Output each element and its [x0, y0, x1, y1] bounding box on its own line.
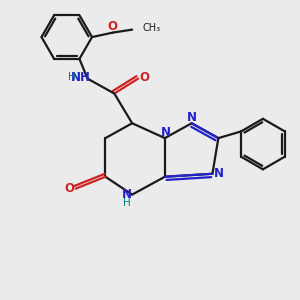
Text: O: O: [64, 182, 74, 195]
Text: N: N: [160, 126, 170, 139]
Text: O: O: [108, 20, 118, 33]
Text: H: H: [123, 198, 131, 208]
Text: O: O: [140, 71, 150, 84]
Text: NH: NH: [71, 71, 91, 84]
Text: N: N: [187, 111, 197, 124]
Text: N: N: [214, 167, 224, 180]
Text: CH₃: CH₃: [142, 23, 161, 33]
Text: N: N: [122, 188, 132, 201]
Text: H: H: [68, 72, 76, 82]
